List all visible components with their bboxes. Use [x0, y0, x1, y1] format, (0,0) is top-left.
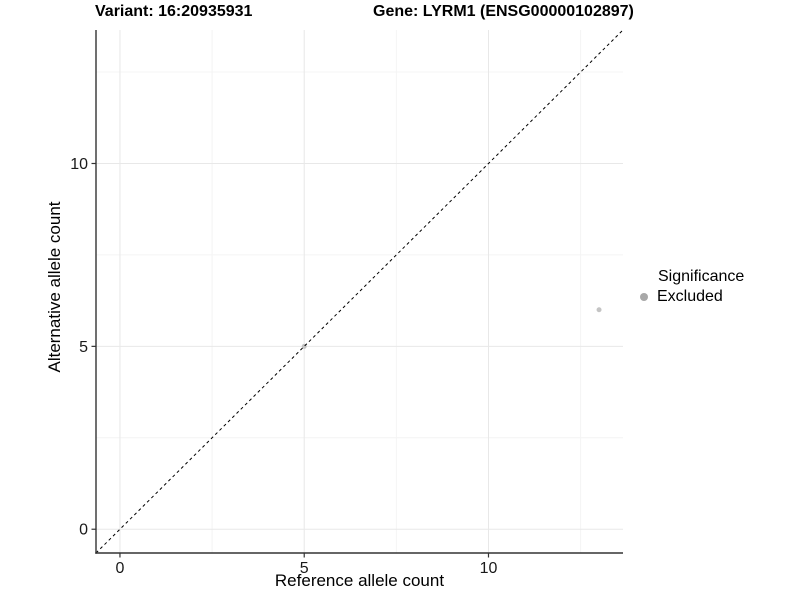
plot-title-gene: Gene: LYRM1 (ENSG00000102897) [373, 3, 634, 20]
x-tick-label: 10 [480, 560, 498, 577]
x-axis-label: Reference allele count [274, 571, 445, 590]
y-tick-label: 10 [70, 156, 88, 173]
legend: Significance Excluded [636, 267, 744, 306]
identity-line [95, 29, 624, 554]
legend-point-icon [640, 293, 648, 301]
x-tick-label: 5 [300, 560, 309, 577]
y-axis-label: Alternative allele count [45, 201, 64, 373]
x-tick-label: 0 [116, 560, 125, 577]
y-tick-label: 0 [79, 522, 88, 539]
y-tick-label: 5 [79, 339, 88, 356]
plot-title-variant: Variant: 16:20935931 [95, 3, 253, 20]
legend-title: Significance [658, 268, 745, 285]
legend-entry-excluded: Excluded [636, 288, 744, 306]
data-point [596, 307, 602, 313]
legend-entry-label: Excluded [657, 288, 723, 305]
